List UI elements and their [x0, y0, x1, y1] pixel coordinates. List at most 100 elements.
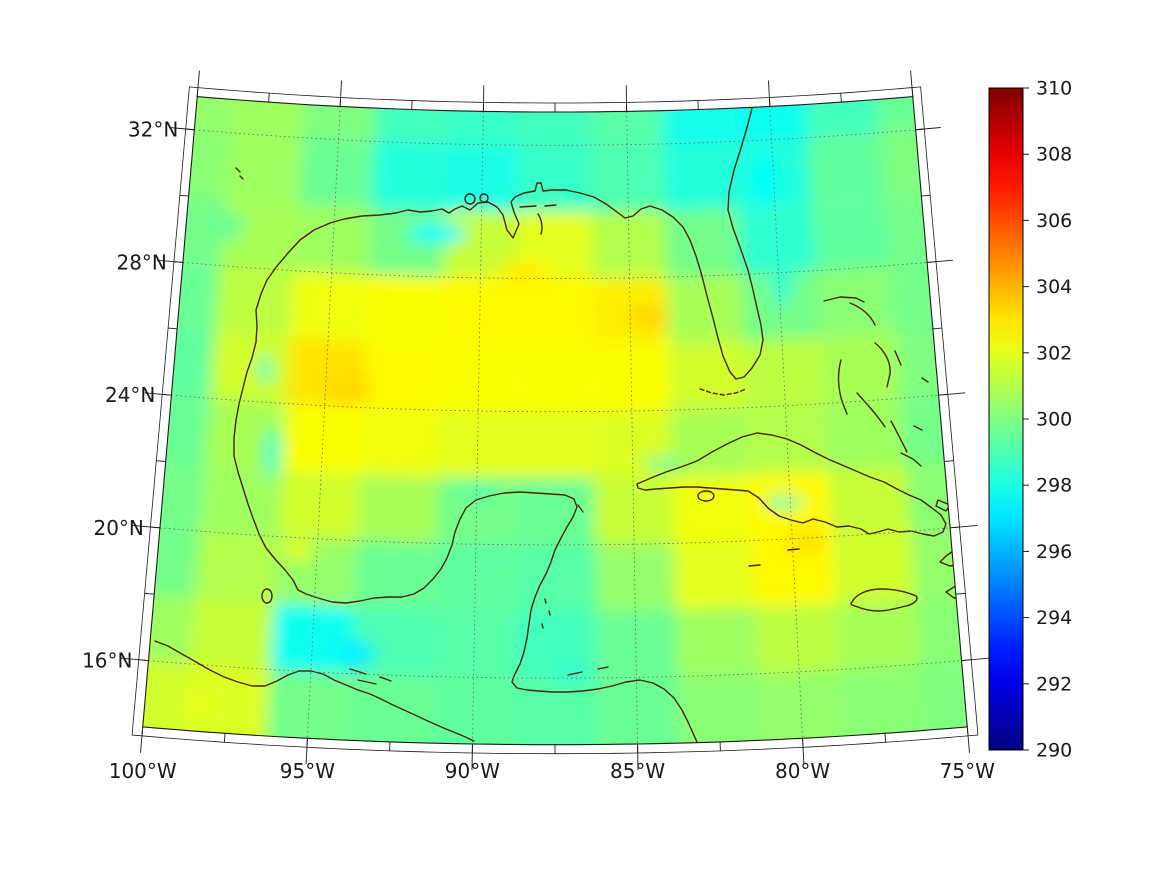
field-east-cuba-land-cool: [764, 495, 805, 510]
temperature-field: [142, 96, 968, 745]
lat-tick-right: [927, 259, 954, 263]
colorbar-tick-label: 306: [1036, 210, 1072, 232]
lat-tick-left: [156, 259, 183, 263]
field-cell: [374, 96, 451, 144]
field-cell: [900, 386, 968, 465]
field-texas-land-cool: [209, 212, 246, 240]
gridline-parallel: [148, 660, 962, 679]
field-louisiana-shelf-cool: [407, 223, 467, 244]
lat-tick-label: 20°N: [93, 516, 143, 540]
frame-divider-left: [144, 592, 155, 595]
lat-tick-right: [950, 524, 978, 529]
coastlines: [154, 96, 968, 743]
frame-divider-right: [921, 194, 931, 197]
field-cell: [230, 96, 311, 138]
coastline-north-america-gulf: [233, 96, 764, 743]
field-cell: [835, 597, 921, 670]
field-atlantic-coast-cool-south: [772, 265, 793, 306]
field-cell: [270, 603, 355, 674]
field-cell: [142, 584, 195, 664]
gridline-parallel: [159, 527, 951, 546]
field-cell: [357, 474, 439, 544]
field-cell: [282, 403, 363, 475]
colorbar-tick-label: 292: [1036, 673, 1072, 695]
field-cell: [823, 398, 906, 471]
field-cell: [752, 536, 836, 608]
lat-tick-label: 32°N: [128, 118, 178, 142]
lat-tick-right: [961, 657, 990, 662]
field-cell: [514, 544, 596, 612]
lon-tick-label: 90°W: [445, 759, 500, 783]
field-cell: [516, 344, 594, 412]
lon-tick-top: [339, 80, 342, 107]
field-cell: [659, 96, 736, 144]
field-cell: [294, 204, 372, 275]
frame-divider-top: [268, 93, 270, 103]
field-cell: [518, 96, 592, 146]
lat-tick-left: [169, 127, 195, 131]
colorbar-tick-label: 296: [1036, 541, 1072, 563]
field-cell: [445, 143, 519, 212]
colorbar-gradient: [989, 88, 1023, 750]
gridline-meridian: [471, 111, 484, 745]
graticule: [148, 106, 962, 745]
field-cell: [807, 132, 885, 205]
field-cell: [663, 141, 739, 211]
field-cell: [595, 609, 678, 678]
coastline-pacific-mexico: [154, 640, 475, 742]
field-cell: [915, 584, 968, 664]
lon-tick-top: [768, 80, 771, 107]
field-cell: [371, 141, 447, 211]
colorbar-tick-label: 298: [1036, 475, 1072, 497]
frame-divider-left: [156, 460, 166, 462]
field-cell: [302, 96, 381, 142]
colorbar-tick-label: 294: [1036, 607, 1072, 629]
field-cell: [278, 470, 361, 541]
field-cell: [443, 210, 519, 279]
field-cell: [594, 476, 674, 545]
field-cell: [142, 452, 205, 532]
field-east-gulf-warm: [628, 301, 669, 334]
field-cell: [298, 137, 375, 208]
lon-tick-label: 95°W: [280, 759, 335, 783]
field-cell: [869, 96, 968, 133]
frame-divider-bottom: [884, 733, 887, 743]
frame-divider-bottom: [223, 733, 226, 743]
field-south-of-cuba-warm: [783, 527, 828, 556]
frame-divider-left: [168, 327, 178, 330]
lat-tick-left: [120, 657, 149, 662]
lon-tick-label: 100°W: [109, 759, 177, 783]
field-cell: [432, 609, 515, 678]
field-cell: [365, 274, 444, 344]
lon-tick-label: 75°W: [940, 759, 995, 783]
lat-tick-right: [915, 127, 941, 131]
field-cell: [905, 452, 968, 532]
field-cell: [591, 143, 665, 212]
lat-tick-left: [132, 524, 160, 529]
field-yucatan-land-cool: [475, 545, 508, 570]
field-west-gulf-warm: [323, 366, 372, 407]
field-campeche-warm: [282, 539, 315, 563]
colorbar: 290 292 294 296 298 300 302 304 306 308 310: [988, 78, 1072, 762]
lat-tick-label: 24°N: [105, 383, 155, 407]
field-cell: [363, 341, 442, 411]
lon-tick-label: 85°W: [610, 759, 665, 783]
lon-tick-label: 80°W: [775, 759, 830, 783]
lat-tick-right: [938, 392, 966, 396]
lon-tick-bottom: [140, 726, 144, 753]
field-cell: [441, 277, 518, 345]
field-cell: [142, 651, 189, 745]
field-texas-coastal-band: [264, 426, 281, 479]
lon-tick-bottom: [966, 726, 970, 753]
map-outer-border: [131, 86, 979, 755]
field-campeche-bank-cool: [459, 482, 500, 500]
field-cell: [214, 265, 295, 338]
frame-divider-top: [840, 93, 842, 103]
coastline-jamaica: [850, 588, 918, 612]
gridline-meridian: [769, 106, 804, 739]
field-cell: [666, 274, 745, 344]
frame-divider-right: [955, 592, 966, 595]
coastline-isla-juventud: [697, 490, 715, 502]
